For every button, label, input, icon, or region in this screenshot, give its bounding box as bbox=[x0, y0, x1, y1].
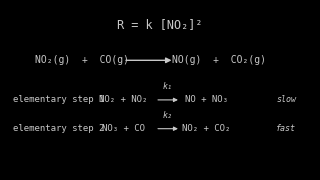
Text: NO + NO₃: NO + NO₃ bbox=[185, 95, 228, 104]
Text: NO₂(g)  +  CO(g): NO₂(g) + CO(g) bbox=[35, 55, 129, 65]
Text: NO₃ + CO: NO₃ + CO bbox=[102, 124, 145, 133]
Text: k₂: k₂ bbox=[162, 111, 172, 120]
Text: fast: fast bbox=[276, 124, 296, 133]
Text: k₁: k₁ bbox=[162, 82, 172, 91]
Text: NO₂ + NO₂: NO₂ + NO₂ bbox=[99, 95, 148, 104]
Text: R = k [NO₂]²: R = k [NO₂]² bbox=[117, 18, 203, 31]
Text: NO₂ + CO₂: NO₂ + CO₂ bbox=[182, 124, 231, 133]
Text: elementary step 1: elementary step 1 bbox=[13, 95, 104, 104]
Text: slow: slow bbox=[276, 95, 296, 104]
Text: elementary step 2: elementary step 2 bbox=[13, 124, 104, 133]
Text: NO(g)  +  CO₂(g): NO(g) + CO₂(g) bbox=[172, 55, 266, 65]
